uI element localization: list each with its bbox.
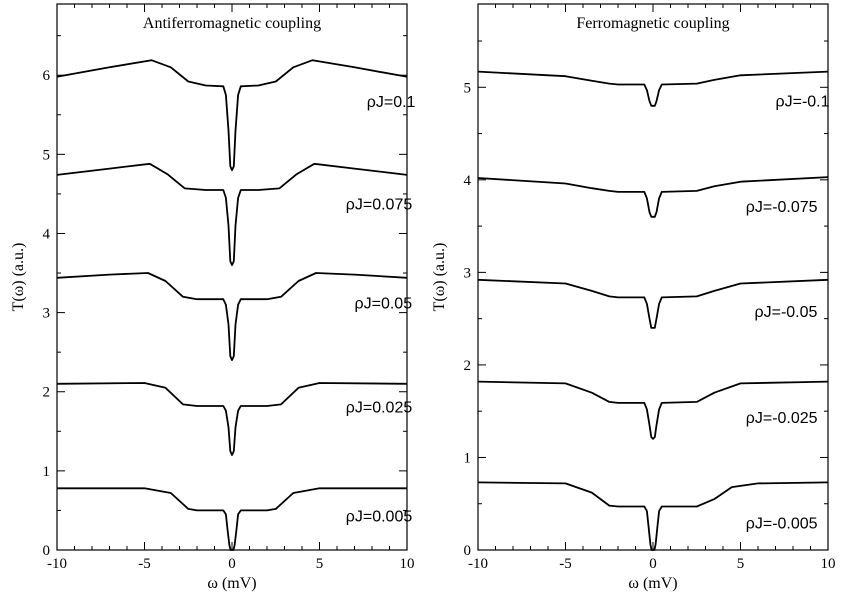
y-tick-label: 3 (43, 306, 51, 322)
curve-label-2: ρJ=-0.075 (746, 199, 818, 216)
y-tick-label: 6 (43, 68, 51, 84)
x-tick-label: 10 (400, 556, 415, 572)
y-tick-label: 5 (464, 80, 472, 96)
x-tick-label: 0 (228, 556, 236, 572)
curve-label-5: ρJ=0.005 (346, 509, 413, 526)
panel-1: -10 -5 0 5 10 0 1 2 3 4 5 6 ω (mV) T(ω) (a.u.) Antifer… (10, 3, 416, 592)
x-axis-label: ω (mV) (207, 575, 256, 592)
curve-label-3: ρJ=-0.05 (755, 304, 818, 321)
x-tick-label: 0 (649, 556, 657, 572)
y-tick-label: 0 (464, 543, 472, 559)
curve-label-1: ρJ=-0.1 (776, 94, 830, 111)
x-tick-label: -5 (138, 556, 151, 572)
series-line-4 (56, 162, 408, 266)
y-tick-label: 4 (464, 173, 472, 189)
y-tick-label: 1 (43, 464, 51, 480)
series-line-5 (56, 59, 408, 172)
x-tick-label: 5 (737, 556, 745, 572)
series-line-5 (477, 70, 829, 107)
y-tick-label: 0 (43, 543, 51, 559)
curve-label-2: ρJ=0.075 (346, 197, 413, 214)
y-tick-label: 1 (464, 450, 472, 466)
plot-frame (56, 3, 408, 551)
chart-title: Antiferromagnetic coupling (143, 15, 321, 32)
y-tick-label: 3 (464, 265, 472, 281)
series-line-1 (477, 481, 829, 551)
series-line-1 (57, 487, 407, 551)
x-axis-label: ω (mV) (628, 575, 677, 592)
x-tick-label: 5 (316, 556, 324, 572)
y-tick-label: 2 (464, 358, 472, 374)
x-tick-label: -10 (47, 556, 67, 572)
curve-label-1: ρJ=0.1 (367, 94, 416, 111)
series-line-2 (477, 380, 829, 440)
curve-label-5: ρJ=-0.005 (746, 516, 818, 533)
curve-label-4: ρJ=0.025 (346, 399, 413, 416)
y-axis-label: T(ω) (a.u.) (431, 243, 448, 312)
series-line-3 (477, 278, 829, 329)
x-tick-label: 10 (821, 556, 836, 572)
y-axis-label: T(ω) (a.u.) (10, 243, 27, 312)
series-line-3 (56, 272, 408, 361)
plot-frame (477, 3, 829, 551)
series-line-2 (56, 382, 408, 456)
curve-label-4: ρJ=-0.025 (746, 410, 818, 427)
y-tick-label: 2 (43, 385, 51, 401)
y-tick-label: 4 (43, 226, 51, 242)
curve-label-3: ρJ=0.05 (355, 296, 413, 313)
panel-2: -10 -5 0 5 10 0 1 2 3 4 5 ω (mV) T(ω) (a.u.) Ferromag… (431, 3, 836, 592)
x-tick-label: -10 (468, 556, 488, 572)
x-tick-label: -5 (559, 556, 572, 572)
y-tick-label: 5 (43, 147, 51, 163)
series-line-4 (477, 176, 829, 218)
chart-title: Ferromagnetic coupling (576, 15, 729, 32)
